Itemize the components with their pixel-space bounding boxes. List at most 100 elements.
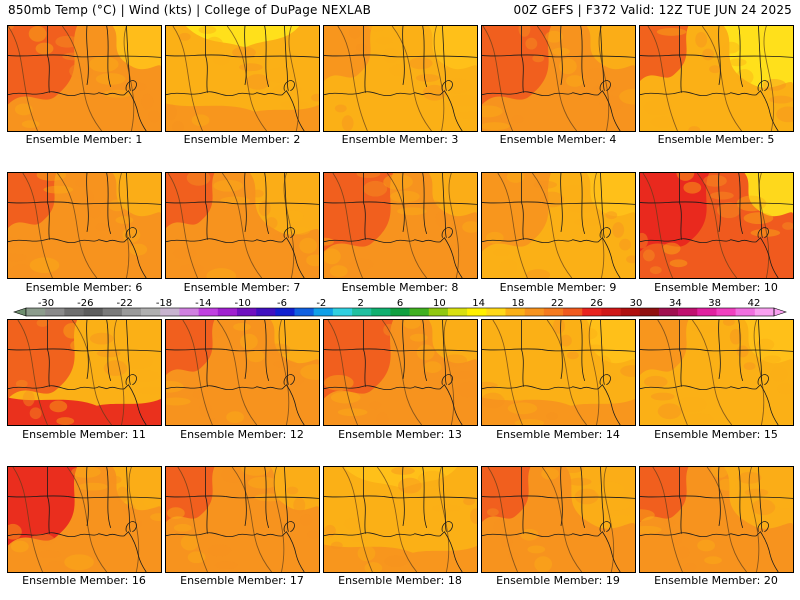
- map-boundary-line: [324, 201, 384, 204]
- map-boundary-line: [8, 90, 147, 131]
- map-boundary-line: [363, 173, 366, 240]
- map-boundary-line: [244, 173, 247, 232]
- map-boundary-line: [67, 349, 161, 352]
- contour-line: [327, 320, 358, 425]
- map-boundary-line: [521, 320, 524, 387]
- colorbar-segment: [371, 308, 391, 316]
- map-boundary-line: [541, 496, 635, 499]
- map-boundary-line: [67, 496, 161, 499]
- contour-line: [113, 320, 125, 425]
- map-boundary-line: [166, 495, 226, 498]
- map-boundary-line: [521, 467, 524, 534]
- ensemble-member-label: Ensemble Member: 8: [341, 281, 459, 294]
- map-boundary-line: [86, 467, 89, 526]
- map-boundary-line: [758, 173, 763, 238]
- colorbar-segment: [582, 308, 602, 316]
- map-boundary-line: [482, 531, 621, 572]
- map-boundary-line: [441, 80, 453, 92]
- ensemble-member-label: Ensemble Member: 3: [341, 133, 459, 146]
- map-boundary-line: [8, 348, 68, 351]
- map-boundary-line: [363, 320, 366, 387]
- map-boundary-line: [106, 26, 112, 87]
- map-boundary-line: [283, 80, 295, 92]
- map-boundary-line: [560, 320, 563, 379]
- map-boundary-line: [640, 495, 700, 498]
- colorbar-segment: [294, 308, 314, 316]
- contour-line: [128, 467, 140, 572]
- ensemble-member-label: Ensemble Member: 19: [496, 574, 620, 587]
- temperature-colorbar: -30 -26 -22 -18 -14 -10 -6 -2 2 6 10 14 18 22 26 30 34 38…: [13, 298, 787, 317]
- colorbar-segment: [716, 308, 736, 316]
- map-boundary-line: [166, 201, 226, 204]
- map-boundary-line: [244, 467, 247, 526]
- contour-line: [8, 26, 39, 131]
- contour-line: [706, 467, 747, 572]
- ensemble-member-map: [481, 319, 636, 426]
- map-boundary-line: [283, 227, 295, 239]
- map-boundary-line: [67, 202, 161, 205]
- map-boundary-line: [541, 55, 635, 58]
- contour-line: [177, 467, 208, 572]
- ensemble-member-map: [7, 466, 162, 573]
- colorbar-segment: [601, 308, 621, 316]
- ensemble-member-map: [639, 25, 794, 132]
- contour-line: [342, 467, 373, 572]
- colorbar-segment: [26, 308, 46, 316]
- map-boundary-line: [324, 348, 384, 351]
- map-boundary-line: [283, 521, 295, 533]
- contour-line: [71, 320, 112, 425]
- map-boundary-line: [106, 467, 112, 528]
- map-boundary-line: [324, 495, 384, 498]
- contour-line: [22, 173, 53, 278]
- map-boundary-line: [442, 26, 447, 91]
- map-boundary-line: [718, 26, 721, 85]
- colorbar-segment: [275, 308, 295, 316]
- map-boundary-line: [324, 54, 384, 57]
- map-boundary-line: [47, 320, 50, 387]
- colorbar-segment: [256, 308, 276, 316]
- map-boundary-line: [600, 26, 605, 91]
- model-run-valid-time: 00Z GEFS | F372 Valid: 12Z TUE JUN 24 20…: [513, 3, 792, 17]
- map-boundary-line: [264, 467, 270, 528]
- ensemble-member-map: [165, 466, 320, 573]
- colorbar-segment: [217, 308, 238, 316]
- map-boundary-line: [166, 90, 305, 131]
- colorbar-segment: [678, 308, 698, 316]
- map-boundary-line: [205, 467, 208, 534]
- map-boundary-line: [422, 26, 428, 87]
- contour-line: [226, 26, 268, 131]
- ensemble-member-map: [639, 172, 794, 279]
- ensemble-member-map: [639, 319, 794, 426]
- map-boundary-line: [442, 467, 447, 532]
- ensemble-member-map: [7, 319, 162, 426]
- colorbar-segment: [658, 308, 679, 316]
- map-boundary-line: [738, 173, 744, 234]
- map-boundary-line: [284, 320, 289, 385]
- colorbar-segment: [620, 308, 641, 316]
- map-boundary-line: [599, 80, 611, 92]
- colorbar-max-arrow: [773, 307, 787, 317]
- contour-line: [691, 320, 733, 425]
- colorbar-segment: [505, 308, 525, 316]
- map-boundary-line: [441, 521, 453, 533]
- map-boundary-line: [640, 531, 779, 572]
- ensemble-member-map: [481, 466, 636, 573]
- map-boundary-line: [482, 384, 621, 425]
- ensemble-member-label: Ensemble Member: 2: [183, 133, 301, 146]
- map-boundary-line: [363, 467, 366, 534]
- map-boundary-line: [244, 26, 247, 85]
- ensemble-member-label: Ensemble Member: 17: [180, 574, 304, 587]
- ensemble-member-label: Ensemble Member: 6: [25, 281, 143, 294]
- contour-line: [182, 320, 213, 425]
- map-boundary-line: [541, 202, 635, 205]
- contour-line: [546, 320, 587, 425]
- map-boundary-line: [284, 26, 289, 91]
- map-boundary-line: [679, 26, 682, 93]
- map-boundary-line: [125, 227, 137, 239]
- map-boundary-line: [422, 173, 428, 234]
- map-boundary-line: [324, 531, 463, 572]
- map-boundary-line: [599, 521, 611, 533]
- colorbar-segment: [102, 308, 123, 316]
- map-boundary-line: [383, 202, 477, 205]
- map-boundary-line: [166, 237, 305, 278]
